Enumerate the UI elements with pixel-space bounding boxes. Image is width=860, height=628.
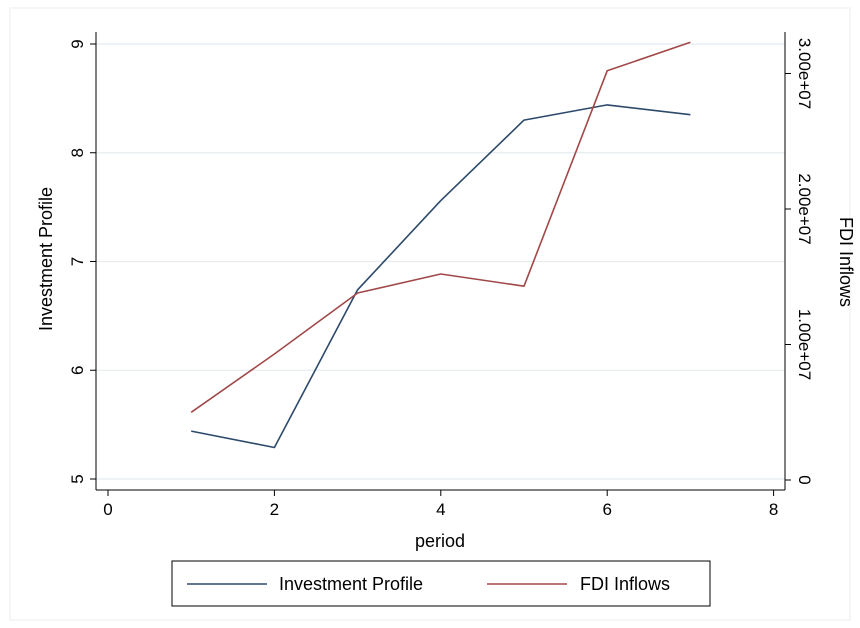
left-tick-label-9: 9: [68, 39, 87, 48]
x-tick-label-0: 0: [103, 500, 112, 519]
right-tick-label-3: 3.00e+07: [795, 38, 814, 109]
series-line-investment-profile: [191, 104, 691, 449]
x-axis-title: period: [415, 531, 465, 551]
left-tick-label-7: 7: [68, 257, 87, 266]
x-tick-label-6: 6: [602, 500, 611, 519]
right-tick-label-2: 2.00e+07: [795, 173, 814, 244]
y-axis-title-right: FDI Inflows: [836, 217, 856, 307]
grid: [96, 43, 785, 480]
right-tick-label-0: 0: [795, 475, 814, 484]
left-tick-label-6: 6: [68, 366, 87, 375]
left-y-axis-ticks: 5 6 7 8 9: [68, 39, 96, 484]
series-line-fdi-inflows: [190, 41, 691, 413]
series-lines: [190, 41, 691, 449]
legend-label-fdi-inflows: FDI Inflows: [580, 574, 670, 594]
x-tick-label-2: 2: [270, 500, 279, 519]
left-tick-label-5: 5: [68, 474, 87, 483]
x-tick-label-4: 4: [436, 500, 445, 519]
right-y-axis-ticks: 0 1.00e+07 2.00e+07 3.00e+07: [785, 38, 814, 485]
right-tick-label-1: 1.00e+07: [795, 309, 814, 380]
y-axis-title-left: Investment Profile: [36, 187, 56, 331]
legend-label-investment-profile: Investment Profile: [279, 574, 423, 594]
x-tick-label-8: 8: [769, 500, 778, 519]
chart-outer-border: [9, 7, 851, 621]
x-axis-ticks: 0 2 4 6 8: [103, 490, 778, 519]
left-tick-label-8: 8: [68, 148, 87, 157]
legend: Investment Profile FDI Inflows: [171, 560, 711, 607]
